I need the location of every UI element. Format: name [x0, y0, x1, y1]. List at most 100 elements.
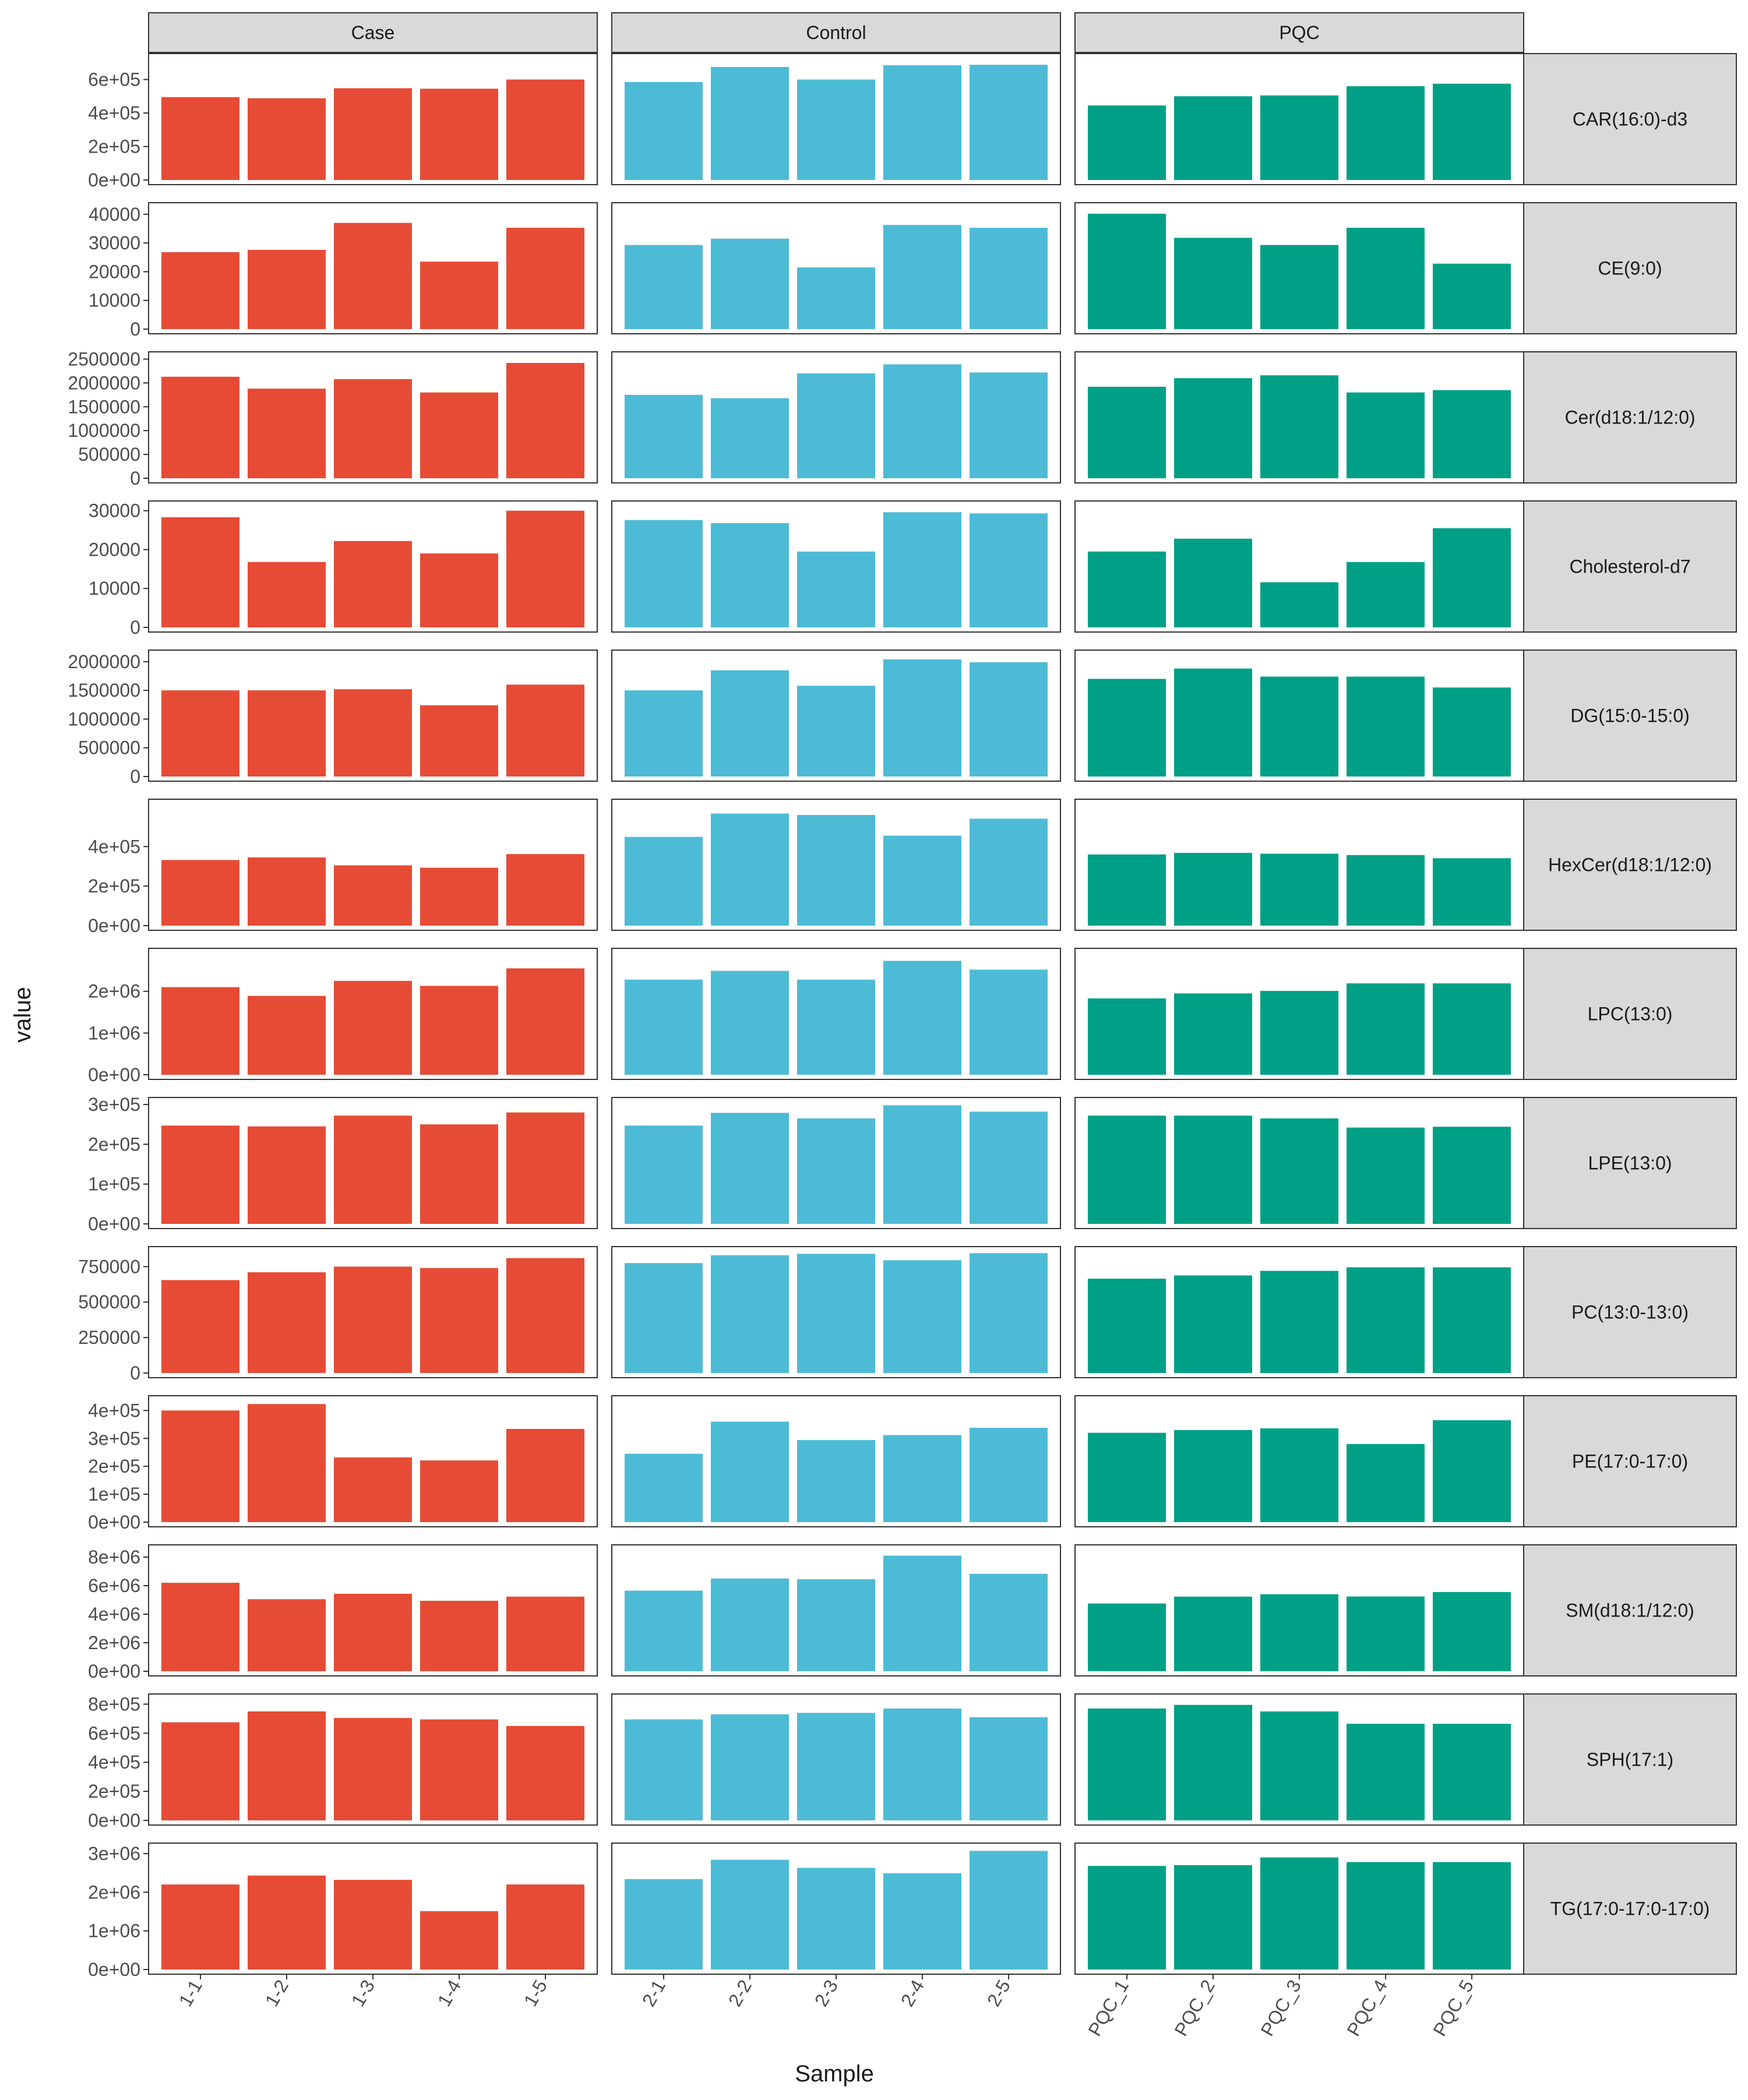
y-tick-label-sm-d18-1-12-0: 0e+00: [88, 1661, 140, 1682]
y-tick-label-cholesterol-d7: 30000: [89, 500, 140, 521]
bar-cholesterol-d7-1-4: [420, 553, 498, 627]
bar-ce-9-0-2-2: [711, 238, 789, 329]
bar-lpe-13-0-pqc-5: [1433, 1127, 1511, 1224]
bar-cholesterol-d7-1-3: [334, 541, 412, 627]
bar-dg-15-0-15-0-2-1: [625, 690, 703, 777]
bar-pc-13-0-13-0-pqc-1: [1088, 1279, 1166, 1373]
facet-label-pqc: PQC: [1279, 22, 1319, 43]
y-tick-label-cer-d18-1-12-0: 500000: [78, 444, 140, 465]
bar-cer-d18-1-12-0-2-4: [883, 364, 961, 478]
y-tick-label-dg-15-0-15-0: 1500000: [68, 680, 140, 701]
row-strip-pe-17-0-17-0: [1523, 1395, 1737, 1527]
bar-sm-d18-1-12-0-2-3: [797, 1579, 875, 1671]
bar-ce-9-0-pqc-5: [1433, 263, 1511, 329]
bar-sm-d18-1-12-0-pqc-3: [1260, 1594, 1338, 1671]
bar-cer-d18-1-12-0-2-1: [625, 394, 703, 478]
bar-dg-15-0-15-0-2-2: [711, 670, 789, 777]
bar-car-16-0-d3-2-1: [625, 82, 703, 180]
bar-sm-d18-1-12-0-pqc-2: [1174, 1596, 1252, 1671]
bar-lpc-13-0-1-4: [420, 986, 498, 1075]
bar-cholesterol-d7-pqc-2: [1174, 538, 1252, 627]
bar-car-16-0-d3-pqc-3: [1260, 95, 1338, 180]
bar-lpc-13-0-pqc-1: [1088, 998, 1166, 1075]
bar-cholesterol-d7-2-5: [970, 513, 1048, 627]
bar-pc-13-0-13-0-pqc-4: [1347, 1267, 1425, 1373]
bar-sm-d18-1-12-0-1-4: [420, 1600, 498, 1671]
bar-hexcer-d18-1-12-0-pqc-4: [1347, 855, 1425, 926]
bar-tg-17-0-17-0-17-0-2-2: [711, 1859, 789, 1970]
y-tick-label-dg-15-0-15-0: 2000000: [68, 651, 140, 672]
bar-pc-13-0-13-0-1-2: [248, 1272, 326, 1373]
bar-lpe-13-0-2-3: [797, 1118, 875, 1224]
y-tick-label-dg-15-0-15-0: 1000000: [68, 708, 140, 729]
bar-cer-d18-1-12-0-2-3: [797, 373, 875, 478]
row-strip-sm-d18-1-12-0: [1523, 1544, 1737, 1677]
row-strip-cholesterol-d7: [1523, 500, 1737, 633]
row-label-pc-13-0-13-0: PC(13:0-13:0): [1571, 1302, 1689, 1323]
bar-pe-17-0-17-0-pqc-1: [1088, 1432, 1166, 1522]
bar-hexcer-d18-1-12-0-2-3: [797, 814, 875, 926]
bar-sm-d18-1-12-0-1-1: [161, 1583, 239, 1671]
x-tick-label-2-1: 2-1: [638, 1977, 669, 2010]
y-tick-label-tg-17-0-17-0-17-0: 1e+06: [88, 1921, 140, 1942]
y-tick-label-hexcer-d18-1-12-0: 0e+00: [88, 915, 140, 936]
row-label-ce-9-0: CE(9:0): [1598, 258, 1662, 279]
bar-sm-d18-1-12-0-1-3: [334, 1593, 412, 1671]
x-tick-label-pqc-3: PQC_3: [1256, 1977, 1305, 2040]
bar-car-16-0-d3-pqc-5: [1433, 83, 1511, 180]
bar-sph-17-1-pqc-5: [1433, 1724, 1511, 1820]
bar-sph-17-1-2-3: [797, 1713, 875, 1820]
row-label-lpc-13-0: LPC(13:0): [1588, 1004, 1673, 1025]
bar-ce-9-0-1-5: [506, 228, 584, 329]
bar-pc-13-0-13-0-2-3: [797, 1254, 875, 1373]
bar-sph-17-1-pqc-1: [1088, 1708, 1166, 1820]
bar-sph-17-1-1-4: [420, 1719, 498, 1820]
bar-hexcer-d18-1-12-0-1-4: [420, 867, 498, 926]
bar-sph-17-1-2-2: [711, 1714, 789, 1820]
bar-tg-17-0-17-0-17-0-1-1: [161, 1884, 239, 1970]
bar-dg-15-0-15-0-1-4: [420, 705, 498, 777]
bar-tg-17-0-17-0-17-0-1-2: [248, 1875, 326, 1970]
bar-ce-9-0-pqc-1: [1088, 213, 1166, 329]
bar-cer-d18-1-12-0-pqc-3: [1260, 375, 1338, 478]
bar-pc-13-0-13-0-2-4: [883, 1260, 961, 1373]
bar-cholesterol-d7-2-2: [711, 523, 789, 627]
bar-cer-d18-1-12-0-pqc-1: [1088, 386, 1166, 478]
y-tick-label-lpc-13-0: 0e+00: [88, 1064, 140, 1085]
row-strip-ce-9-0: [1523, 202, 1737, 334]
bar-dg-15-0-15-0-2-4: [883, 659, 961, 777]
bar-cholesterol-d7-2-1: [625, 520, 703, 627]
x-tick-label-pqc-1: PQC_1: [1084, 1977, 1133, 2040]
bar-lpc-13-0-pqc-5: [1433, 983, 1511, 1075]
bar-cer-d18-1-12-0-pqc-2: [1174, 378, 1252, 478]
bar-cer-d18-1-12-0-1-1: [161, 376, 239, 478]
y-tick-label-lpc-13-0: 1e+06: [88, 1022, 140, 1043]
bar-lpe-13-0-pqc-2: [1174, 1116, 1252, 1224]
bar-hexcer-d18-1-12-0-2-2: [711, 813, 789, 926]
y-tick-label-hexcer-d18-1-12-0: 4e+05: [88, 836, 140, 857]
bar-dg-15-0-15-0-pqc-2: [1174, 668, 1252, 777]
bar-lpe-13-0-1-5: [506, 1112, 584, 1224]
row-label-dg-15-0-15-0: DG(15:0-15:0): [1570, 705, 1690, 726]
y-tick-label-cer-d18-1-12-0: 0: [130, 468, 140, 489]
bar-car-16-0-d3-pqc-2: [1174, 96, 1252, 180]
row-label-hexcer-d18-1-12-0: HexCer(d18:1/12:0): [1548, 855, 1712, 876]
bar-lpe-13-0-2-5: [970, 1111, 1048, 1224]
row-label-tg-17-0-17-0-17-0: TG(17:0-17:0-17:0): [1550, 1898, 1710, 1919]
bar-lpe-13-0-1-3: [334, 1116, 412, 1224]
y-tick-label-pe-17-0-17-0: 3e+05: [88, 1428, 140, 1449]
row-strip-car-16-0-d3: [1523, 53, 1737, 185]
bar-pe-17-0-17-0-pqc-3: [1260, 1428, 1338, 1522]
facet-label-case: Case: [351, 22, 395, 43]
bar-lpc-13-0-2-1: [625, 979, 703, 1075]
bar-lpc-13-0-pqc-3: [1260, 991, 1338, 1075]
facet-label-control: Control: [806, 22, 866, 43]
bar-cholesterol-d7-1-5: [506, 510, 584, 627]
x-tick-label-2-4: 2-4: [897, 1977, 928, 2010]
y-tick-label-pc-13-0-13-0: 500000: [78, 1291, 140, 1312]
facet-strip-pqc: [1074, 12, 1524, 53]
y-tick-label-dg-15-0-15-0: 0: [130, 766, 140, 787]
bar-dg-15-0-15-0-2-5: [970, 662, 1048, 777]
bar-sph-17-1-2-1: [625, 1719, 703, 1820]
bar-cer-d18-1-12-0-pqc-4: [1347, 392, 1425, 478]
